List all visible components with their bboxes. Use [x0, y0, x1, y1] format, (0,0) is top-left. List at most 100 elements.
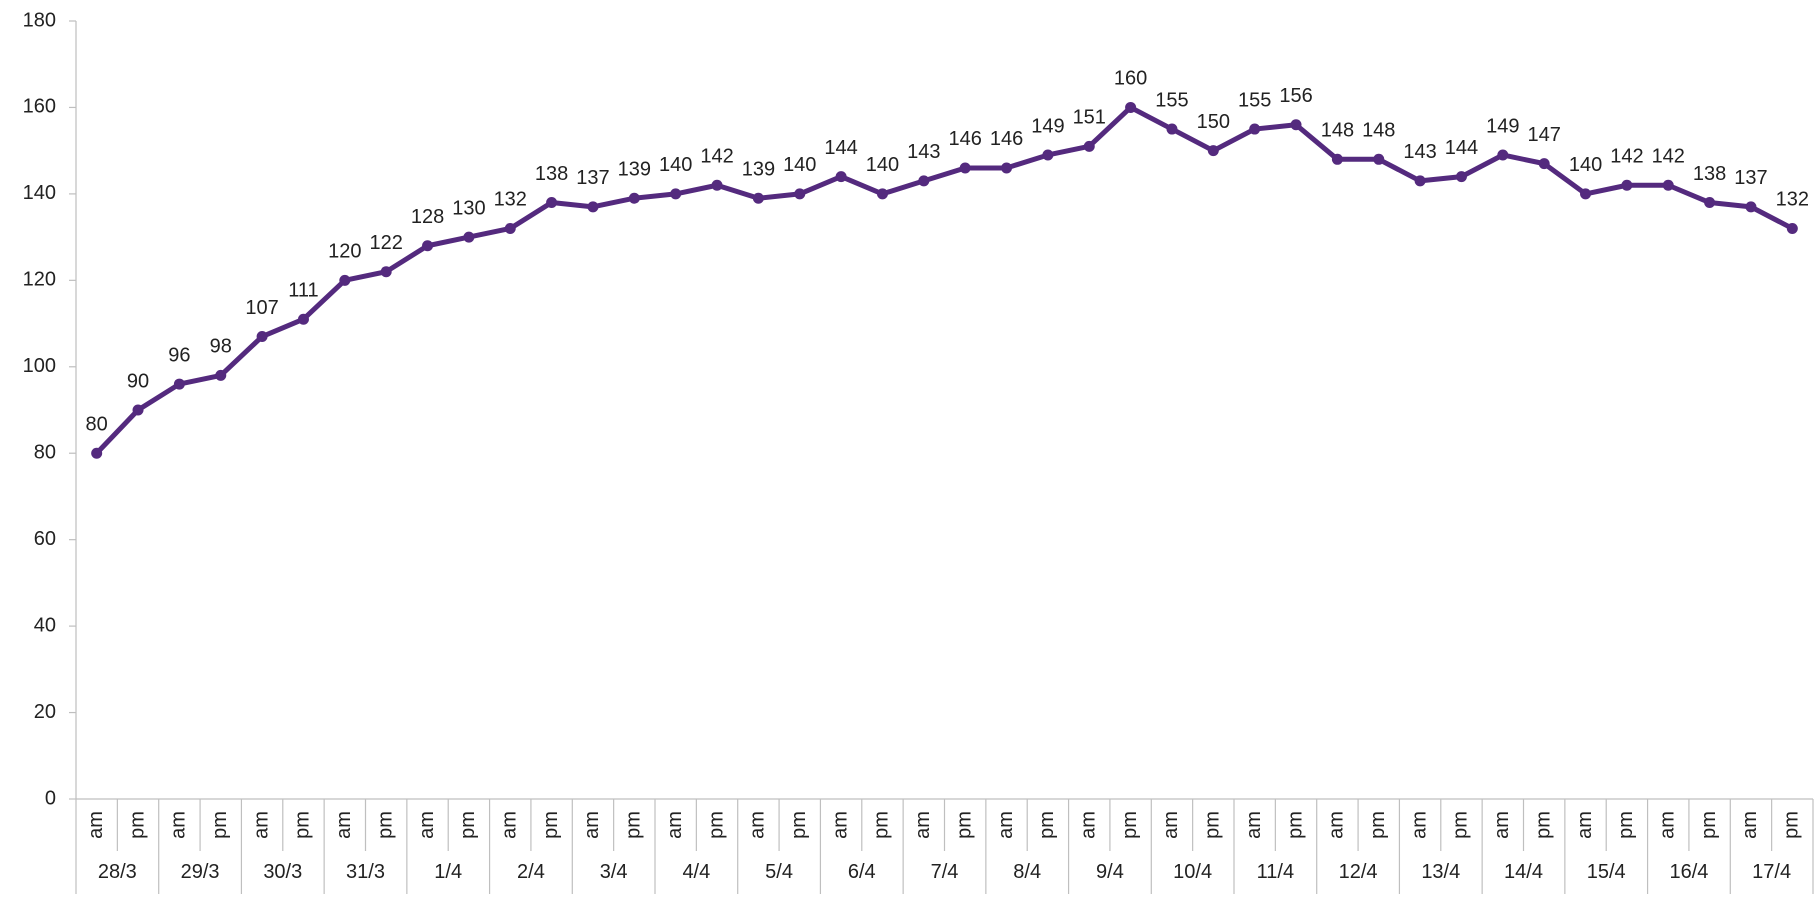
x-tick-label: am [747, 811, 769, 839]
point [1497, 149, 1509, 161]
point [91, 447, 103, 459]
x-tick-label: am [581, 811, 603, 839]
data-label: 148 [1362, 120, 1395, 142]
group-label: 3/4 [600, 861, 628, 883]
point [628, 192, 640, 204]
point [1662, 179, 1674, 191]
data-label: 132 [494, 189, 527, 211]
x-tick-label: pm [953, 811, 975, 839]
data-label: 149 [1031, 115, 1064, 137]
data-label: 122 [369, 232, 402, 254]
x-tick-label: pm [1119, 811, 1141, 839]
x-tick-label: am [416, 811, 438, 839]
x-tick-label: pm [1036, 811, 1058, 839]
point [1455, 171, 1467, 183]
y-tick-label: 60 [34, 528, 56, 550]
point [959, 162, 971, 174]
data-label: 140 [783, 154, 816, 176]
x-tick-label: am [995, 811, 1017, 839]
point [339, 274, 351, 286]
group-label: 7/4 [931, 861, 959, 883]
data-label: 160 [1114, 68, 1147, 90]
data-label: 98 [210, 336, 232, 358]
data-label: 138 [1693, 163, 1726, 185]
data-label: 142 [1652, 146, 1685, 168]
point [1538, 158, 1550, 170]
x-tick-label: pm [1367, 811, 1389, 839]
point [1331, 153, 1343, 165]
point [1083, 140, 1095, 152]
data-label: 139 [618, 158, 651, 180]
x-tick-label: pm [292, 811, 314, 839]
data-label: 132 [1776, 189, 1809, 211]
point [132, 404, 144, 416]
point [297, 313, 309, 325]
point [1249, 123, 1261, 135]
x-tick-label: pm [1450, 811, 1472, 839]
x-tick-label: am [168, 811, 190, 839]
group-label: 30/3 [263, 861, 302, 883]
y-tick-label: 20 [34, 701, 56, 723]
x-tick-label: pm [705, 811, 727, 839]
point [1414, 175, 1426, 187]
y-tick-label: 140 [23, 182, 56, 204]
group-label: 12/4 [1339, 861, 1378, 883]
data-label: 120 [328, 241, 361, 263]
x-tick-label: am [912, 811, 934, 839]
x-tick-label: am [1574, 811, 1596, 839]
x-tick-label: am [1657, 811, 1679, 839]
point [256, 331, 268, 343]
data-label: 151 [1073, 107, 1106, 129]
x-tick-label: pm [1615, 811, 1637, 839]
x-tick-label: pm [1698, 811, 1720, 839]
y-tick-label: 120 [23, 269, 56, 291]
data-label: 155 [1155, 89, 1188, 111]
data-label: 137 [1734, 167, 1767, 189]
x-tick-label: am [1739, 811, 1761, 839]
data-label: 90 [127, 370, 149, 392]
group-label: 1/4 [434, 861, 462, 883]
data-label: 144 [824, 137, 857, 159]
point [587, 201, 599, 213]
point [835, 171, 847, 183]
x-tick-label: pm [788, 811, 810, 839]
group-label: 16/4 [1669, 861, 1708, 883]
line [94, 104, 1794, 455]
group-label: 17/4 [1752, 861, 1791, 883]
x-tick-label: pm [871, 811, 893, 839]
point [876, 188, 888, 200]
x-tick-label: am [1078, 811, 1100, 839]
group-label: 28/3 [98, 861, 137, 883]
point [918, 175, 930, 187]
point [1207, 145, 1219, 157]
point [1786, 222, 1798, 234]
data-label: 128 [411, 206, 444, 228]
data-label: 140 [659, 154, 692, 176]
x-tick-label: am [1243, 811, 1265, 839]
y-tick-label: 0 [45, 787, 56, 809]
data-label: 156 [1279, 85, 1312, 107]
group-label: 5/4 [765, 861, 793, 883]
group-label: 8/4 [1013, 861, 1041, 883]
group-label: 15/4 [1587, 861, 1626, 883]
point [215, 369, 227, 381]
x-tick-label: pm [623, 811, 645, 839]
point [1042, 149, 1054, 161]
x-tick-label: pm [540, 811, 562, 839]
x-tick-label: am [250, 811, 272, 839]
point [1373, 153, 1385, 165]
data-label: 80 [86, 414, 108, 436]
group-label: 14/4 [1504, 861, 1543, 883]
x-tick-label: am [1491, 811, 1513, 839]
point [794, 188, 806, 200]
data-label: 144 [1445, 137, 1478, 159]
data-label: 137 [576, 167, 609, 189]
x-tick-label: am [664, 811, 686, 839]
point [546, 197, 558, 209]
x-tick-label: pm [126, 811, 148, 839]
x-tick-label: am [333, 811, 355, 839]
data-label: 111 [288, 280, 318, 302]
point [380, 266, 392, 278]
x-tick-label: am [1408, 811, 1430, 839]
